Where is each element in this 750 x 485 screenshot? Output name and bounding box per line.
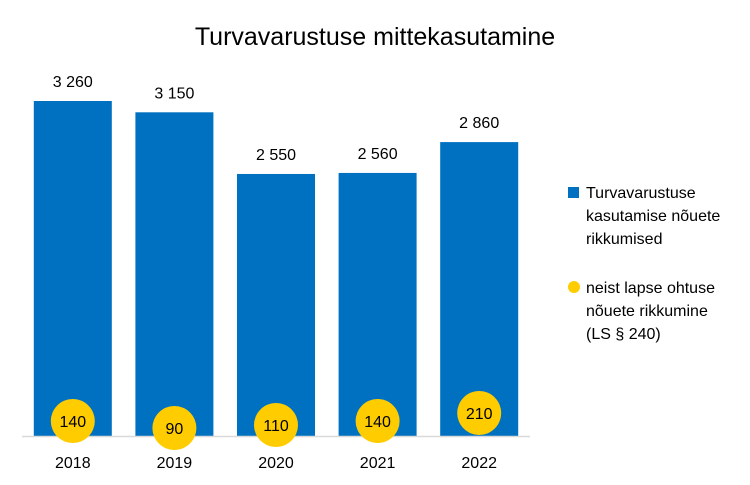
marker-2018: [50, 399, 95, 443]
bar-value-label-2019: 3 150: [154, 85, 194, 102]
legend-swatch-bars: [568, 187, 579, 198]
marker-2020: [254, 403, 298, 447]
marker-2022: [457, 391, 502, 435]
marker-2021: [355, 399, 400, 443]
x-tick-label-2021: 2021: [360, 455, 396, 472]
legend-swatch-markers: [568, 281, 580, 293]
x-tick-label-2022: 2022: [461, 455, 497, 472]
legend: Turvavarustuse kasutamise nõuete rikkumise…: [568, 185, 720, 343]
bar-2021: [338, 172, 417, 437]
bars-layer: [33, 101, 519, 437]
bar-2018: [33, 101, 112, 436]
marker-value-label-2018: 140: [59, 414, 86, 431]
marker-value-label-2019: 90: [166, 421, 184, 438]
marker-value-label-2022: 210: [466, 406, 493, 423]
x-tick-label-2020: 2020: [258, 455, 294, 472]
bar-2020: [237, 173, 315, 436]
marker-value-label-2020: 110: [263, 418, 289, 435]
legend-label-markers-line-3: (LS § 240): [586, 326, 661, 343]
legend-label-markers-line-1: neist lapse ohtuse: [586, 280, 715, 297]
x-axis-ticks: 2018 2019 2020 2021 2022: [55, 455, 497, 472]
x-tick-label-2019: 2019: [157, 455, 193, 472]
legend-label-bars-line-1: Turvavarustuse: [586, 185, 696, 202]
bar-2022: [440, 142, 519, 436]
bar-value-label-2020: 2 550: [256, 147, 296, 164]
bar-value-label-2022: 2 860: [459, 115, 499, 132]
legend-label-bars-line-2: kasutamise nõuete: [586, 208, 720, 225]
x-tick-label-2018: 2018: [55, 455, 91, 472]
markers-layer: 140 90 110 140 210: [50, 391, 502, 450]
marker-value-label-2021: 140: [364, 414, 391, 431]
marker-2019: [152, 406, 197, 450]
legend-label-bars-line-3: rikkumised: [586, 231, 662, 248]
bar-2019: [135, 112, 214, 436]
chart-title: Turvavarustuse mittekasutamine: [195, 23, 555, 51]
legend-label-markers-line-2: nõuete rikkumine: [586, 303, 708, 320]
bar-value-label-2021: 2 560: [358, 146, 398, 163]
bar-value-label-2018: 3 260: [53, 74, 93, 91]
labels-layer: 3 260 3 150 2 550 2 560 2 860: [53, 74, 500, 164]
